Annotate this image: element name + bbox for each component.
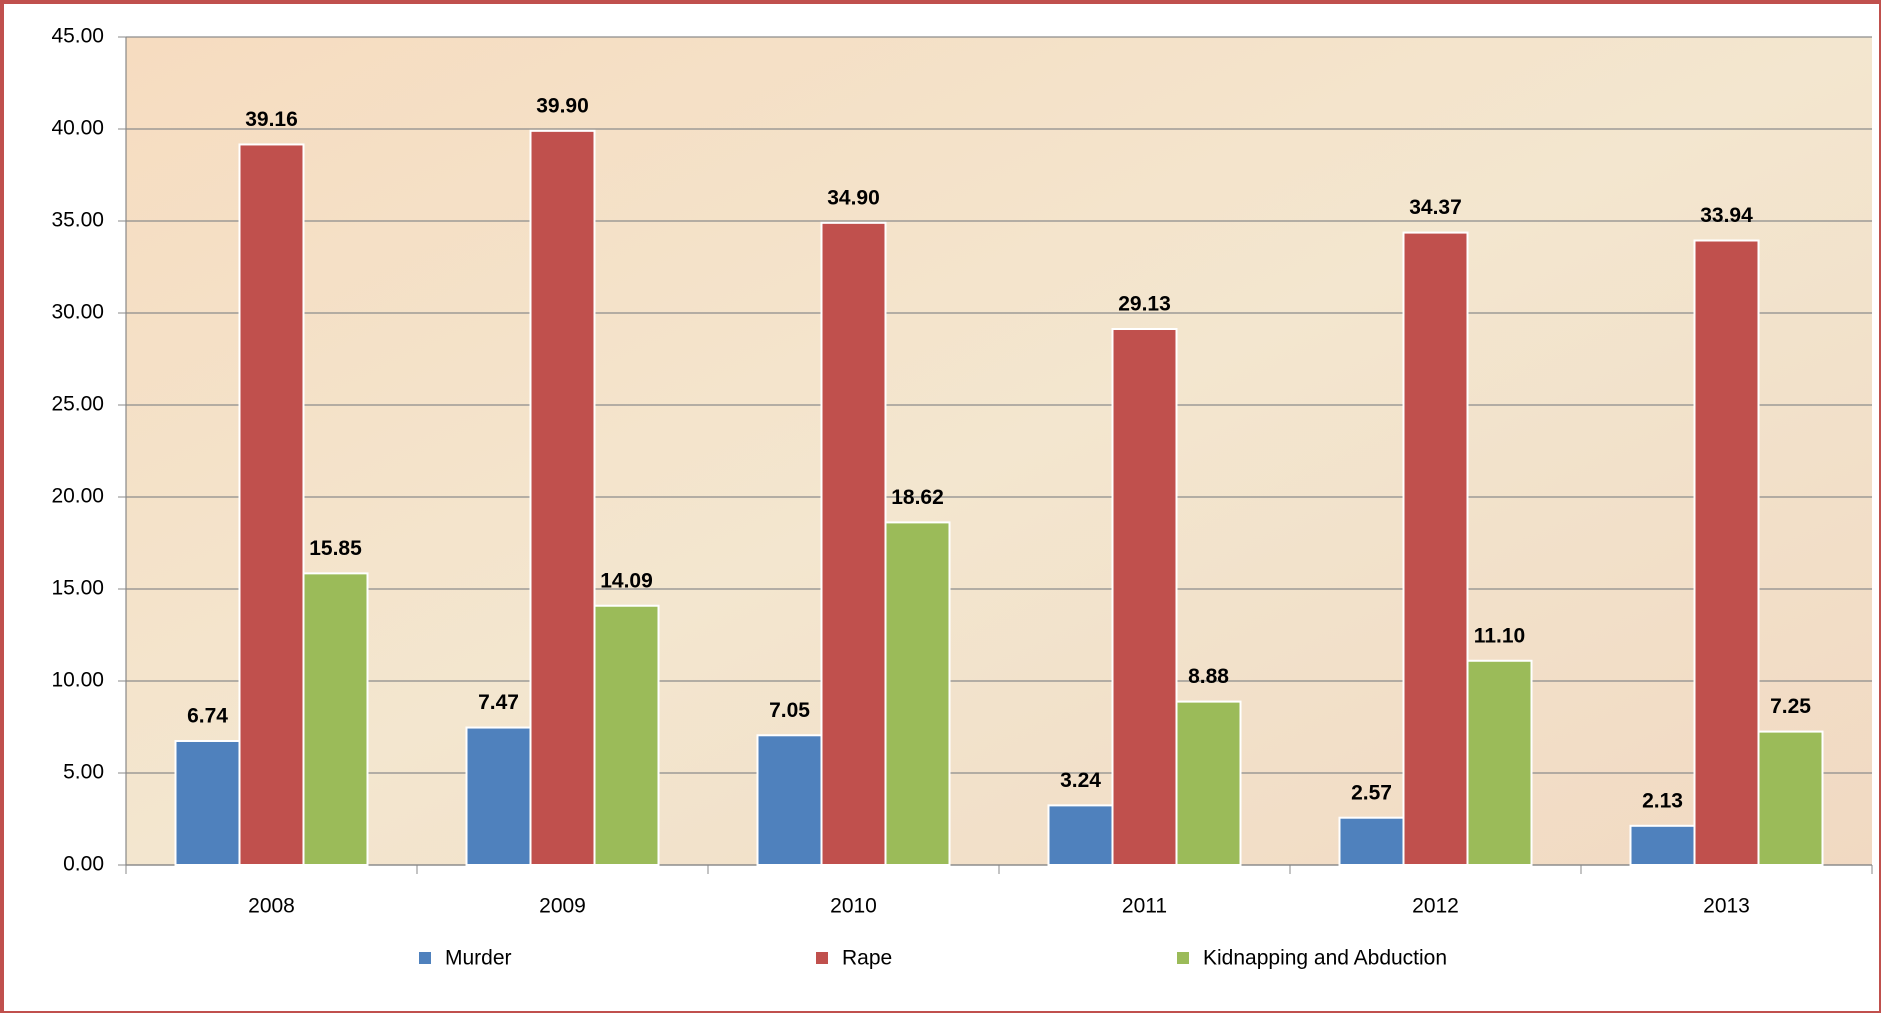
legend-swatch <box>419 952 431 964</box>
x-tick-label: 2010 <box>830 895 877 918</box>
bar <box>1629 824 1696 866</box>
value-label: 2.13 <box>1642 789 1683 812</box>
bar <box>593 604 660 867</box>
bar <box>1693 239 1760 866</box>
value-label: 11.10 <box>1474 624 1525 647</box>
x-tick-label: 2013 <box>1703 895 1750 918</box>
y-tick-label: 45.00 <box>51 25 104 48</box>
x-tick-label: 2011 <box>1122 895 1167 918</box>
bar <box>1047 804 1114 866</box>
legend-label: Rape <box>842 947 892 970</box>
value-label: 39.90 <box>536 94 589 117</box>
y-tick-label: 15.00 <box>51 577 104 600</box>
value-label: 6.74 <box>187 705 228 728</box>
value-label: 33.94 <box>1700 204 1753 227</box>
legend-label: Murder <box>445 947 512 970</box>
y-tick-label: 10.00 <box>51 669 104 692</box>
value-label: 2.57 <box>1351 781 1392 804</box>
bar <box>1338 816 1405 866</box>
bar <box>529 129 596 866</box>
legend-label: Kidnapping and Abduction <box>1203 947 1447 970</box>
value-label: 7.47 <box>478 691 519 714</box>
legend-swatch <box>1177 952 1189 964</box>
bar <box>174 739 241 867</box>
legend-swatch <box>816 952 828 964</box>
y-tick-label: 40.00 <box>51 117 104 140</box>
y-tick-label: 35.00 <box>51 209 104 232</box>
bar <box>302 572 369 866</box>
value-label: 8.88 <box>1188 665 1229 688</box>
value-label: 39.16 <box>245 108 298 131</box>
value-label: 29.13 <box>1118 293 1171 316</box>
value-label: 15.85 <box>309 537 362 560</box>
y-tick-label: 20.00 <box>51 485 104 508</box>
bar <box>884 521 951 867</box>
bar <box>1402 231 1469 867</box>
value-label: 3.24 <box>1060 769 1101 792</box>
x-tick-label: 2008 <box>248 895 295 918</box>
bar <box>1175 700 1242 866</box>
x-tick-label: 2009 <box>539 895 586 918</box>
bar <box>1111 328 1178 866</box>
bar <box>465 726 532 866</box>
y-tick-label: 0.00 <box>63 853 104 876</box>
value-label: 7.25 <box>1770 695 1811 718</box>
bar <box>756 734 823 867</box>
value-label: 34.37 <box>1409 196 1462 219</box>
bar <box>1466 659 1533 867</box>
bar <box>820 221 887 866</box>
plot-background <box>126 37 1872 865</box>
value-label: 7.05 <box>769 699 810 722</box>
x-tick-label: 2012 <box>1412 895 1459 918</box>
bar <box>1757 730 1824 866</box>
value-label: 34.90 <box>827 186 880 209</box>
y-tick-label: 5.00 <box>63 761 104 784</box>
bar <box>238 143 305 866</box>
y-tick-label: 30.00 <box>51 301 104 324</box>
value-label: 14.09 <box>600 569 653 592</box>
y-tick-label: 25.00 <box>51 393 104 416</box>
value-label: 18.62 <box>891 486 944 509</box>
